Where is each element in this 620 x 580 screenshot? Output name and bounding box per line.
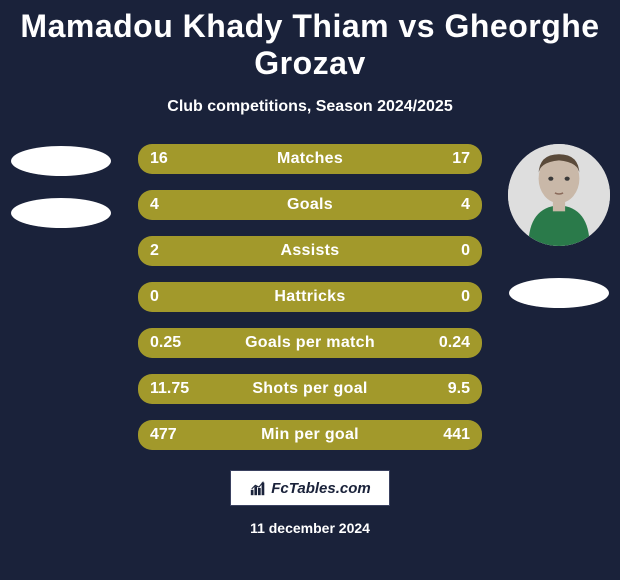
- stat-label: Assists: [280, 242, 339, 260]
- stat-label: Hattricks: [274, 288, 345, 306]
- stat-value-left: 16: [150, 150, 168, 168]
- player-right-portraits: [504, 144, 614, 308]
- stat-row: 16 Matches 17: [138, 144, 482, 174]
- stat-value-left: 477: [150, 426, 177, 444]
- comparison-main: 16 Matches 17 4 Goals 4 2 Assists 0 0 Hattricks 0 0.…: [0, 144, 620, 450]
- stat-label: Goals: [287, 196, 333, 214]
- fctables-logo: FcTables.com: [230, 470, 390, 506]
- stats-list: 16 Matches 17 4 Goals 4 2 Assists 0 0 Hattricks 0 0.…: [138, 144, 482, 450]
- stat-value-left: 0.25: [150, 334, 181, 352]
- stat-value-left: 2: [150, 242, 159, 260]
- player-right-photo-icon: [508, 144, 610, 246]
- stat-value-right: 441: [443, 426, 470, 444]
- subtitle: Club competitions, Season 2024/2025: [0, 98, 620, 116]
- player-right-avatar-placeholder: [509, 278, 609, 308]
- stat-label: Min per goal: [261, 426, 359, 444]
- stat-value-right: 0.24: [439, 334, 470, 352]
- player-left-avatar-placeholder: [11, 146, 111, 176]
- page-title: Mamadou Khady Thiam vs Gheorghe Grozav: [0, 0, 620, 82]
- player-right-avatar: [508, 144, 610, 246]
- footer: FcTables.com 11 december 2024: [0, 470, 620, 536]
- stat-row: 0.25 Goals per match 0.24: [138, 328, 482, 358]
- fctables-logo-icon: [249, 479, 267, 497]
- date-text: 11 december 2024: [250, 520, 370, 536]
- stat-label: Goals per match: [245, 334, 375, 352]
- stat-value-right: 9.5: [448, 380, 470, 398]
- player-left-avatar-placeholder-2: [11, 198, 111, 228]
- stat-value-right: 0: [461, 288, 470, 306]
- stat-value-left: 11.75: [150, 380, 189, 398]
- stat-value-right: 17: [452, 150, 470, 168]
- stat-value-left: 4: [150, 196, 159, 214]
- stat-row: 0 Hattricks 0: [138, 282, 482, 312]
- stat-row: 2 Assists 0: [138, 236, 482, 266]
- player-left-portraits: [6, 144, 116, 228]
- stat-value-right: 0: [461, 242, 470, 260]
- stat-value-right: 4: [461, 196, 470, 214]
- stat-label: Matches: [277, 150, 343, 168]
- stat-row: 477 Min per goal 441: [138, 420, 482, 450]
- stat-label: Shots per goal: [252, 380, 367, 398]
- stat-value-left: 0: [150, 288, 159, 306]
- stat-row: 4 Goals 4: [138, 190, 482, 220]
- stat-row: 11.75 Shots per goal 9.5: [138, 374, 482, 404]
- fctables-logo-text: FcTables.com: [271, 480, 370, 497]
